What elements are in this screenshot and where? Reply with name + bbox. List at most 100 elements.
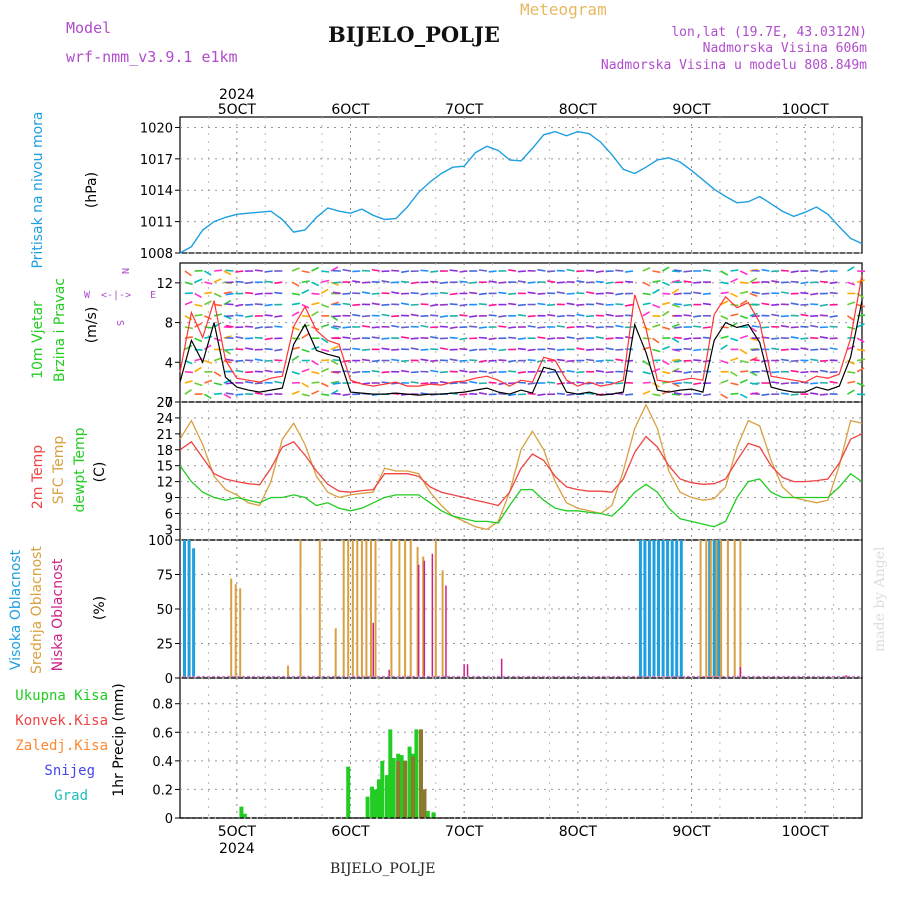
wind-arrow xyxy=(488,347,497,351)
wind-arrow xyxy=(720,335,729,339)
wind-arrow xyxy=(410,371,419,374)
wind-arrow xyxy=(683,270,692,273)
wind-arrow xyxy=(790,270,799,274)
wind-arrow xyxy=(342,302,351,306)
wind-arrow xyxy=(586,392,595,395)
wind-arrow xyxy=(381,381,390,384)
wind-arrow xyxy=(702,326,712,329)
wind-arrow xyxy=(819,303,829,307)
wind-arrow xyxy=(184,371,193,374)
y-tick-label: 15 xyxy=(156,460,173,475)
wind-arrow xyxy=(720,393,729,399)
wind-arrow xyxy=(527,315,536,318)
wind-arrow xyxy=(671,393,681,396)
wind-arrow xyxy=(771,313,780,317)
wind-arrow xyxy=(625,280,634,283)
wind-arrow xyxy=(605,371,614,374)
wind-arrow xyxy=(566,268,575,272)
precip-bar xyxy=(425,810,430,818)
pressure-line xyxy=(179,130,863,254)
wind-arrow xyxy=(330,389,339,395)
wind-arrow xyxy=(459,337,468,341)
cloud-ylabel-low: Niska Oblacnost xyxy=(50,558,66,671)
wind-arrow xyxy=(810,324,819,328)
wind-arrow xyxy=(790,326,799,329)
wind-arrow xyxy=(856,382,865,387)
y-tick-label: 1017 xyxy=(140,153,173,168)
wind-arrow xyxy=(400,369,410,373)
cloud-bar xyxy=(374,540,377,677)
wind-arrow xyxy=(478,326,488,329)
wind-arrow xyxy=(720,270,729,276)
cloud-ylabel-mid: Srednja Oblacnost xyxy=(29,546,45,674)
cloud-bar xyxy=(398,540,401,677)
cloud-bar xyxy=(360,540,363,677)
wind-arrow xyxy=(642,371,651,375)
x-tick-label-bottom: 6OCT xyxy=(331,824,370,840)
compass-arrows: <-|-> xyxy=(101,290,131,301)
wind-arrow xyxy=(449,358,458,362)
wind-arrow xyxy=(274,348,283,352)
wind-arrow xyxy=(244,281,254,285)
wind-arrow xyxy=(264,348,273,351)
x-tick-label-top: 5OCT xyxy=(218,102,257,118)
wind-arrow xyxy=(810,392,819,395)
wind-arrow xyxy=(556,348,565,351)
y-tick-label: 0 xyxy=(165,672,173,687)
wind-arrow xyxy=(410,381,419,384)
wind-arrow xyxy=(780,324,790,328)
y-tick-label: 1008 xyxy=(140,247,173,262)
wind-arrow xyxy=(508,292,517,295)
wind-arrow xyxy=(223,393,232,399)
wind-arrow xyxy=(235,369,244,373)
wind-arrow xyxy=(810,269,819,272)
cloud-bar xyxy=(416,546,419,677)
wind-arrow xyxy=(749,292,758,298)
wind-arrow xyxy=(829,347,838,351)
wind-arrow xyxy=(652,303,661,309)
wind-arrow xyxy=(730,392,739,395)
wind-arrow xyxy=(342,268,351,272)
wind-arrow xyxy=(488,337,497,341)
wind-arrow xyxy=(662,301,671,306)
wind-arrow xyxy=(615,269,624,272)
wind-arrow xyxy=(274,325,283,328)
wind-arrow xyxy=(371,326,380,329)
y-tick-label: 8 xyxy=(165,317,173,332)
wind-arrow xyxy=(615,358,624,362)
wind-arrow xyxy=(264,280,273,283)
y-tick-label: 12 xyxy=(156,476,173,491)
wind-arrow xyxy=(332,325,341,328)
wind-arrow xyxy=(673,336,682,339)
wind-arrow xyxy=(254,382,263,385)
wind-arrow xyxy=(819,369,829,373)
wind-arrow xyxy=(449,336,458,339)
wind-arrow xyxy=(371,359,380,363)
wind-arrow xyxy=(642,381,651,384)
wind-arrow xyxy=(254,358,263,362)
wind-arrow xyxy=(235,280,244,283)
wind-arrow xyxy=(291,302,301,306)
wind-arrow xyxy=(720,291,729,295)
wind-arrow xyxy=(508,370,517,373)
y-tick-label: 0 xyxy=(165,812,173,827)
pressure-unit: (hPa) xyxy=(84,172,100,208)
wind-arrow xyxy=(671,279,680,283)
wind-arrow xyxy=(213,357,222,362)
wind-arrow xyxy=(547,381,556,384)
wind-arrow xyxy=(671,303,680,308)
wind-arrow xyxy=(223,348,231,355)
wind-arrow xyxy=(203,344,212,351)
wind-arrow xyxy=(352,313,361,317)
wind-arrow xyxy=(478,292,488,296)
wind-arrow xyxy=(225,303,234,306)
wind-arrow xyxy=(671,367,680,373)
wind-arrow xyxy=(449,326,458,330)
wind-arrow xyxy=(642,266,651,272)
wind-arrow xyxy=(527,359,536,362)
wind-arrow xyxy=(254,392,263,395)
wind-arrow xyxy=(320,288,329,295)
wind-arrow xyxy=(203,393,212,400)
y-tick-label: 0.2 xyxy=(152,783,173,798)
footer-station: BIJELO_POLJE xyxy=(330,861,436,877)
